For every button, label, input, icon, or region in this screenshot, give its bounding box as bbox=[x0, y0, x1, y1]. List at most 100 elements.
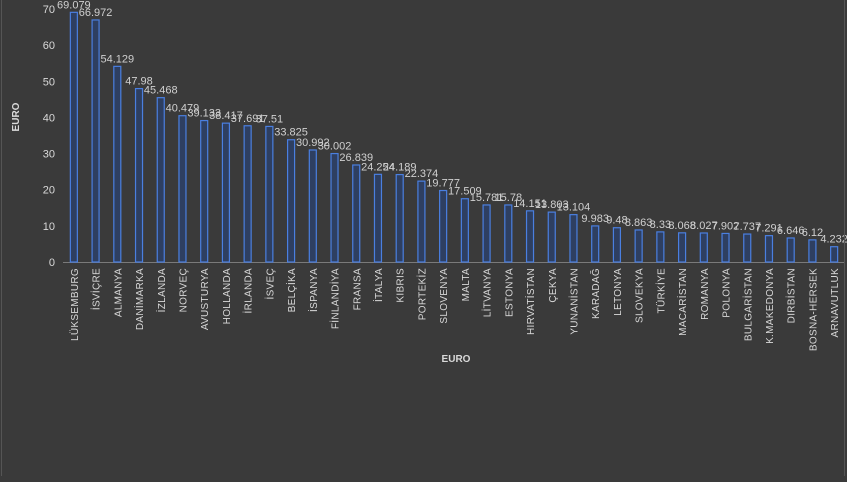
bar-value-label: 15.781 bbox=[470, 192, 504, 204]
x-tick-label: MACARİSTAN bbox=[676, 268, 689, 336]
x-tick-label: İSVİÇRE bbox=[90, 268, 103, 310]
bar bbox=[591, 225, 600, 263]
x-tick-label: LÜKSEMBURG bbox=[69, 268, 81, 341]
bar bbox=[352, 164, 361, 263]
bar bbox=[743, 233, 752, 263]
bar-value-label: 15.78 bbox=[495, 192, 523, 204]
bar bbox=[395, 173, 404, 263]
x-tick-label: İTALYA bbox=[372, 268, 385, 302]
x-tick-label: DANİMARKA bbox=[133, 268, 146, 330]
bar-value-label: 13.104 bbox=[557, 202, 591, 214]
bar bbox=[265, 125, 274, 263]
x-tick-label: İZLANDA bbox=[155, 268, 168, 312]
bar-value-label: 40.479 bbox=[166, 103, 200, 115]
x-tick-label: NORVEÇ bbox=[178, 268, 189, 312]
x-tick-label: DIRBİSTAN bbox=[785, 268, 798, 323]
x-tick-label: ROMANYA bbox=[700, 268, 711, 320]
x-tick-label: BULGARİSTAN bbox=[741, 268, 754, 341]
bar-value-label: 37.51 bbox=[256, 113, 284, 125]
bar-value-label: 8.068 bbox=[668, 220, 696, 232]
bar bbox=[286, 139, 296, 263]
x-tick-label: TÜRKİYE bbox=[654, 268, 667, 313]
bar-value-label: 9.983 bbox=[581, 213, 609, 225]
bar bbox=[330, 152, 339, 263]
bar-value-label: 30.002 bbox=[318, 141, 352, 153]
y-tick-label: 0 bbox=[49, 257, 55, 269]
bar bbox=[547, 211, 556, 263]
x-tick-label: PORTEKİZ bbox=[415, 268, 428, 320]
x-axis-title: EURO bbox=[442, 354, 471, 365]
bar bbox=[634, 229, 643, 263]
x-tick-label: BOSNA-HERSEK bbox=[808, 268, 819, 351]
x-tick-label: ALMANYA bbox=[113, 268, 124, 317]
bar-value-label: 6.646 bbox=[777, 225, 805, 237]
bar bbox=[113, 65, 122, 263]
bar-value-label: 8.863 bbox=[625, 217, 653, 229]
x-tick-label: ESTONYA bbox=[504, 268, 515, 317]
bar-value-label: 54.129 bbox=[100, 53, 134, 65]
bar-value-label: 7.737 bbox=[733, 221, 761, 233]
bar bbox=[178, 115, 187, 263]
bar-value-label: 24.254 bbox=[361, 161, 395, 173]
x-tick-label: FRANSA bbox=[352, 268, 363, 310]
y-axis-ticks: 0 10 20 30 40 50 60 70 bbox=[43, 4, 55, 269]
bar-value-label: 26.839 bbox=[339, 152, 373, 164]
x-tick-label: LİTVANYA bbox=[481, 268, 494, 317]
bar-value-label: 47.98 bbox=[125, 76, 153, 88]
bar-value-label: 38.417 bbox=[209, 110, 243, 122]
bar bbox=[156, 97, 165, 263]
bar-value-label: 8.33 bbox=[650, 219, 671, 231]
bar bbox=[504, 204, 513, 263]
bar-value-label: 9.48 bbox=[606, 215, 627, 227]
bar-value-label: 39.133 bbox=[187, 108, 221, 120]
bar bbox=[373, 173, 383, 263]
bar-value-label: 45.468 bbox=[144, 85, 178, 97]
bar-value-label: 17.509 bbox=[448, 186, 482, 198]
x-tick-label: ARNAVUTLUK bbox=[830, 268, 841, 338]
bar-value-label: 66.972 bbox=[79, 7, 113, 19]
bar-value-label: 4.232 bbox=[820, 234, 847, 246]
bar-value-label: 69.079 bbox=[57, 0, 91, 11]
bar bbox=[786, 237, 795, 263]
bar bbox=[221, 122, 231, 263]
bar bbox=[764, 235, 774, 263]
x-tick-label: HIRVATİSTAN bbox=[524, 268, 537, 335]
bar-value-label: 22.374 bbox=[405, 168, 439, 180]
bar-value-label: 19.777 bbox=[426, 178, 460, 190]
x-tick-label: KARADAĞ bbox=[589, 268, 602, 319]
x-tick-label: POLONYA bbox=[722, 268, 733, 318]
y-tick-label: 60 bbox=[43, 40, 55, 52]
x-tick-label: SLOVENYA bbox=[439, 268, 450, 324]
bar bbox=[460, 198, 469, 263]
x-tick-label: İSVEÇ bbox=[263, 268, 276, 300]
y-tick-label: 20 bbox=[43, 185, 55, 197]
bar bbox=[525, 210, 535, 263]
bar bbox=[612, 227, 622, 263]
x-tick-label: K.MAKEDONYA bbox=[765, 268, 776, 344]
bar bbox=[308, 149, 317, 263]
y-tick-label: 70 bbox=[43, 4, 55, 16]
x-tick-label: FİNLANDİYA bbox=[329, 268, 342, 329]
bar-value-label: 14.151 bbox=[513, 198, 547, 210]
bar bbox=[200, 119, 209, 263]
bar-value-label: 7.902 bbox=[712, 220, 740, 232]
bar bbox=[482, 204, 491, 263]
bar-value-label: 33.825 bbox=[274, 127, 308, 139]
bar bbox=[69, 11, 78, 263]
x-tick-label: İRLANDA bbox=[242, 268, 255, 313]
x-axis-tick-labels: LÜKSEMBURG İSVİÇRE ALMANYA DANİMARKA İZLANDA… bbox=[69, 268, 841, 351]
bar bbox=[243, 125, 252, 263]
bar bbox=[699, 232, 708, 263]
bar-value-label: 37.691 bbox=[231, 113, 265, 125]
y-axis-title: EURO bbox=[11, 102, 22, 131]
x-tick-label: AVUSTURYA bbox=[200, 268, 211, 330]
bar bbox=[134, 87, 144, 263]
y-tick-label: 10 bbox=[43, 221, 55, 233]
x-tick-label: MALTA bbox=[461, 268, 472, 301]
y-tick-label: 30 bbox=[43, 149, 55, 161]
bar bbox=[830, 246, 839, 263]
bar-value-label: 30.992 bbox=[296, 137, 330, 149]
bar bbox=[417, 180, 426, 263]
